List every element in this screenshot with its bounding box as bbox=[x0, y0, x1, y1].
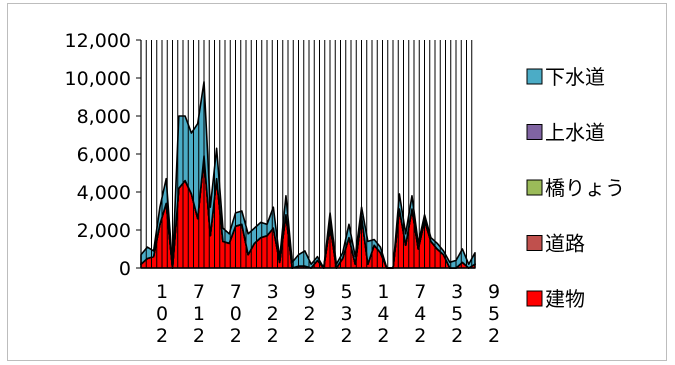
x-axis-tick-labels: 1 0 2 7 1 2 7 0 2 3 2 2 9 2 2 5 3 2 1 4 2 7 4 2 3 5 2 9 5 2 bbox=[156, 281, 500, 347]
legend-swatch bbox=[526, 179, 543, 196]
vertical-gridlines bbox=[145, 40, 473, 268]
y-tick-label: 12,000 bbox=[65, 30, 131, 52]
y-tick-label: 8,000 bbox=[77, 106, 131, 128]
area-series-4 bbox=[140, 81, 476, 269]
legend-swatch bbox=[526, 290, 543, 307]
y-tick-label: 6,000 bbox=[77, 144, 131, 166]
y-axis-tick-labels: 0 2,000 4,000 6,000 8,000 10,000 12,000 bbox=[65, 30, 141, 280]
stacked-area-chart: 0 2,000 4,000 6,000 8,000 10,000 12,000 1 0 2 7 1 2… bbox=[65, 30, 625, 347]
y-tick-label: 4,000 bbox=[77, 182, 131, 204]
y-tick-label: 10,000 bbox=[65, 68, 131, 90]
legend-label: 下水道 bbox=[545, 65, 605, 89]
y-tick-label: 2,000 bbox=[77, 220, 131, 242]
legend-label: 道路 bbox=[545, 232, 585, 256]
legend-swatch bbox=[526, 124, 543, 140]
legend-label: 橋りょう bbox=[545, 176, 625, 200]
y-tick-label: 0 bbox=[119, 258, 131, 280]
legend-label: 建物 bbox=[545, 287, 585, 311]
legend-swatch bbox=[526, 235, 543, 251]
legend-swatch bbox=[526, 68, 543, 85]
legend-label: 上水道 bbox=[545, 121, 605, 145]
